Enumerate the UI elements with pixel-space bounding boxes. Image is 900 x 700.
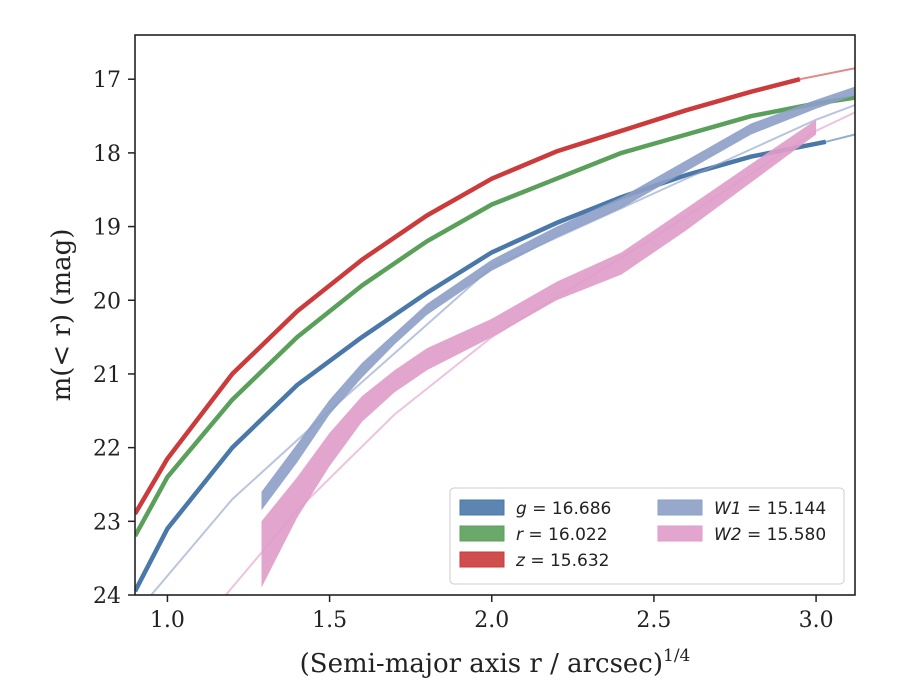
series-w2	[225, 111, 855, 595]
uncertainty-band-w2	[261, 119, 817, 588]
legend-value: = 15.632	[525, 551, 610, 571]
legend-swatch	[657, 525, 703, 542]
legend-item-z: z = 15.632	[459, 551, 609, 571]
legend-label: g = 16.686	[516, 499, 611, 519]
y-tick-label: 19	[93, 216, 121, 241]
legend-variable: g	[516, 499, 527, 519]
legend-variable: z	[515, 551, 526, 571]
y-tick-label: 22	[93, 437, 121, 462]
x-axis-label: (Semi-major axis r / arcsec)1/4	[300, 646, 691, 679]
legend-variable: W1	[714, 499, 742, 519]
y-tick-label: 24	[93, 584, 121, 609]
legend-swatch	[459, 551, 505, 568]
y-tick-label: 23	[93, 510, 121, 535]
legend-label: W1 = 15.144	[714, 499, 826, 519]
legend-item-w2: W2 = 15.580	[657, 525, 826, 545]
profile-line-r	[135, 95, 855, 538]
x-axis-label-exponent: 1/4	[663, 646, 690, 666]
legend-variable: W2	[714, 525, 742, 545]
legend-value: = 16.686	[527, 499, 612, 519]
series-r	[135, 95, 855, 538]
x-tick-label: 2.0	[474, 608, 509, 633]
plot-area	[135, 67, 855, 595]
svg-text:(Semi-major axis r / arcsec)1/: (Semi-major axis r / arcsec)1/4	[300, 646, 691, 679]
legend-label: W2 = 15.580	[714, 525, 826, 545]
y-axis-label: m(< r) (mag)	[47, 229, 77, 402]
legend-box	[449, 487, 845, 585]
model-curve-z	[799, 67, 855, 81]
legend-variable: r	[516, 525, 524, 545]
plot-frame	[134, 34, 856, 596]
legend-swatch	[459, 525, 505, 542]
x-tick-label: 1.0	[150, 608, 185, 633]
series-g	[135, 133, 855, 593]
y-tick-label: 21	[93, 363, 121, 388]
legend-value: = 16.022	[523, 525, 608, 545]
profile-line-g	[135, 139, 827, 593]
legend-item-r: r = 16.022	[459, 525, 608, 545]
axis-ticks: 1.0 1.5 2.0 2.5 3.0 17 18 19 20 21 22 23 24	[93, 68, 834, 633]
legend-label: z = 15.632	[515, 551, 609, 571]
y-tick-label: 18	[93, 142, 121, 167]
legend-swatch	[657, 499, 703, 516]
legend-item-g: g = 16.686	[459, 499, 611, 519]
x-tick-label: 3.0	[799, 608, 834, 633]
y-tick-label: 20	[93, 289, 121, 314]
x-tick-label: 2.5	[636, 608, 671, 633]
x-tick-label: 1.5	[312, 608, 347, 633]
legend-value: = 15.580	[742, 525, 827, 545]
model-curve-g	[825, 133, 855, 143]
legend-item-w1: W1 = 15.144	[657, 499, 826, 519]
x-axis-label-text: (Semi-major axis r / arcsec)	[300, 649, 663, 679]
series-z	[135, 67, 855, 516]
y-tick-label: 17	[93, 68, 121, 93]
legend-value: = 15.144	[742, 499, 827, 519]
legend-swatch	[459, 499, 505, 516]
profile-line-z	[135, 77, 801, 516]
legend-label: r = 16.022	[516, 525, 608, 545]
